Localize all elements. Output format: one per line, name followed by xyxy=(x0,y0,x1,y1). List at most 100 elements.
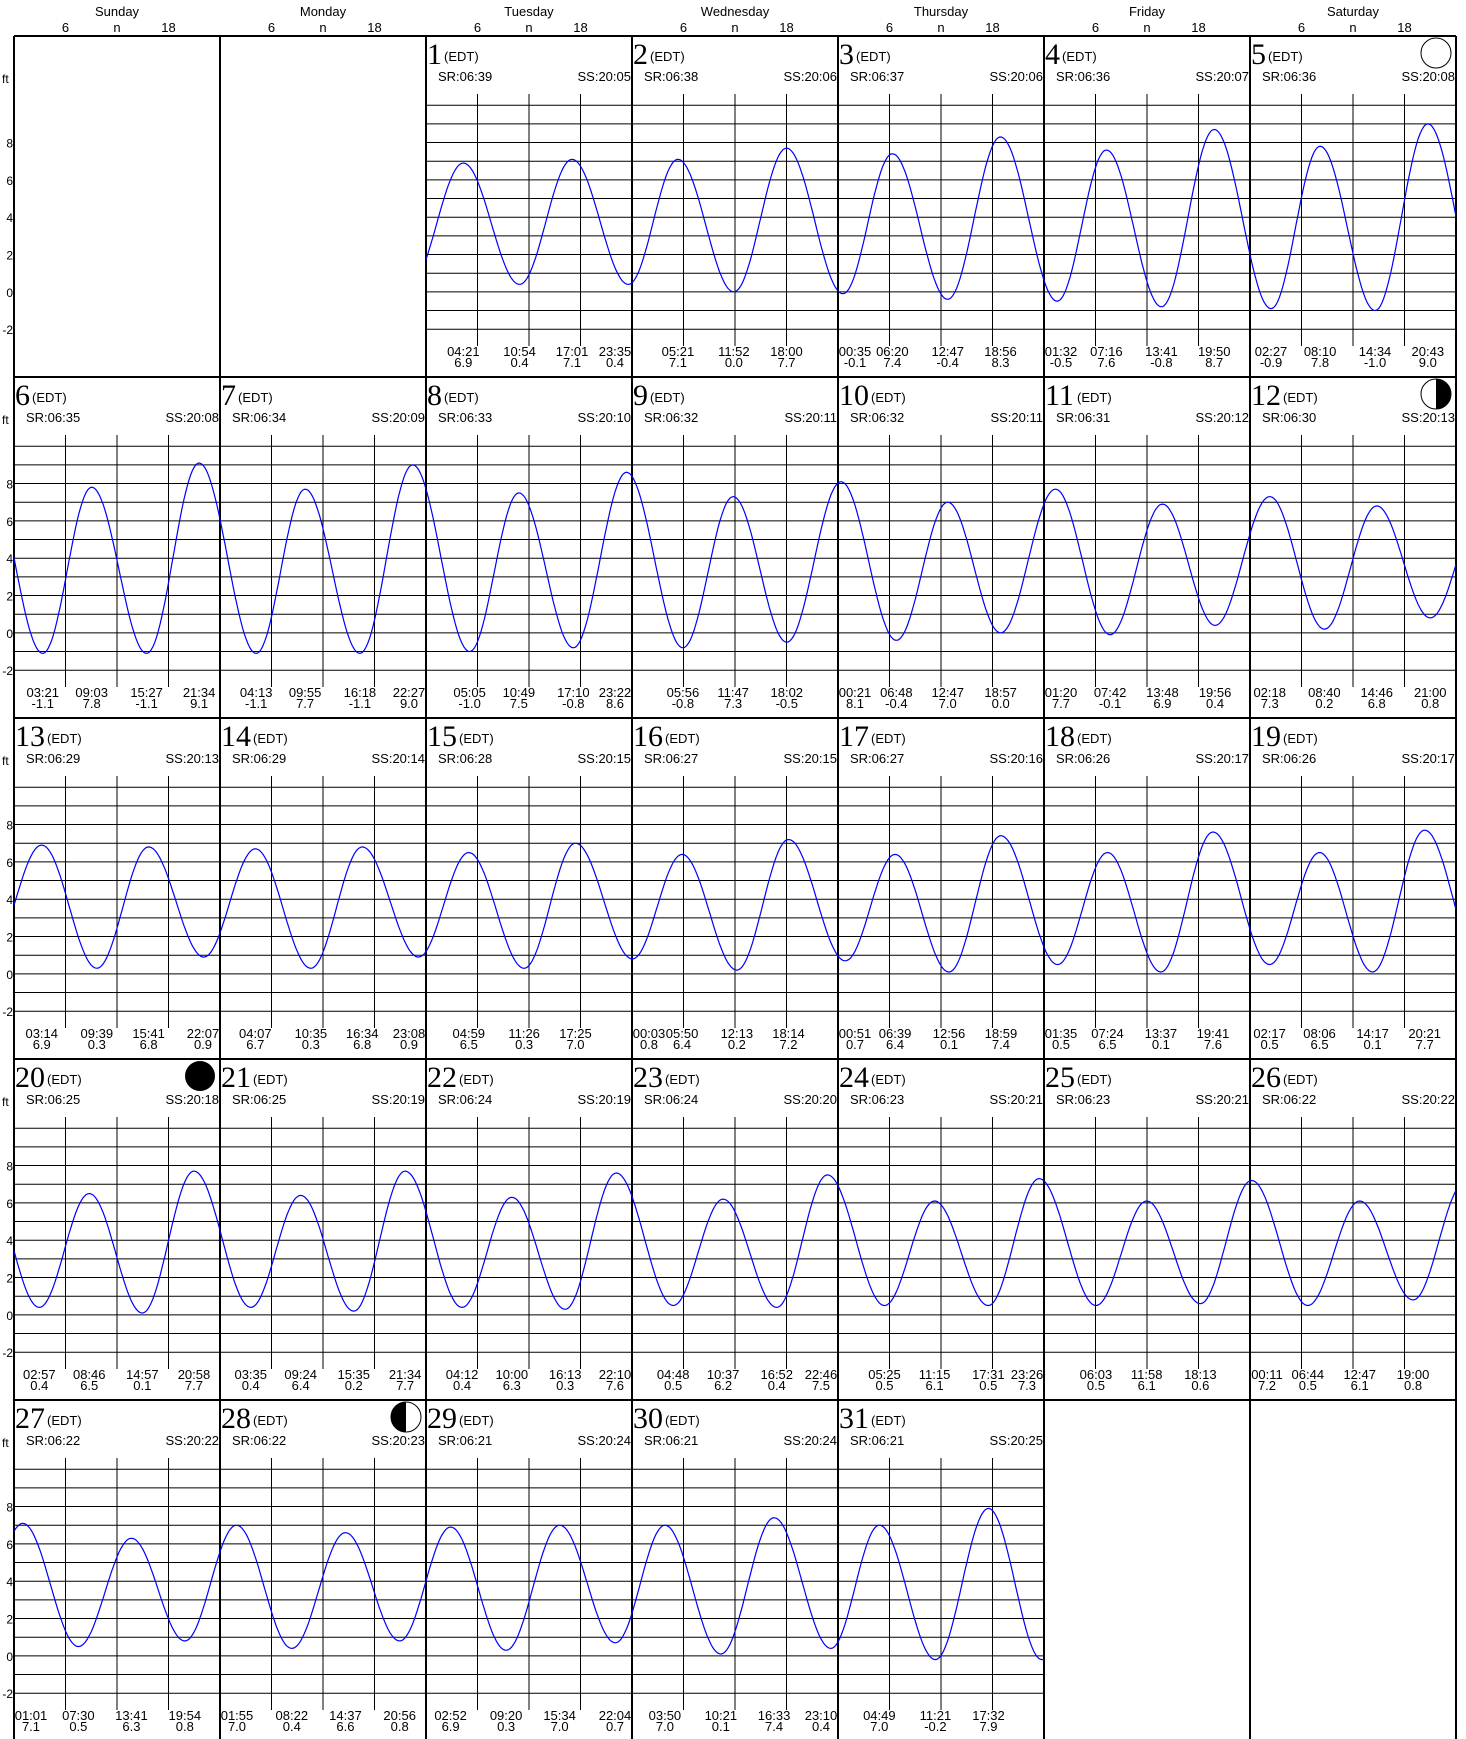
tide-extreme: 14:170.1 xyxy=(1356,1026,1389,1052)
tide-curve xyxy=(219,846,427,969)
timezone-label: (EDT) xyxy=(459,1072,494,1087)
tide-time: 11:21 xyxy=(920,1708,952,1723)
tide-height: 7.0 xyxy=(870,1719,888,1734)
tide-extreme: 10:006.3 xyxy=(496,1367,529,1393)
tide-curve xyxy=(1043,1180,1251,1307)
tide-time: 19:50 xyxy=(1198,344,1231,359)
tide-curve xyxy=(1043,488,1251,636)
tide-time: 00:51 xyxy=(839,1026,872,1041)
tide-time: 10:49 xyxy=(503,685,536,700)
tide-time: 02:18 xyxy=(1253,685,1286,700)
sunset-label: SS:20:06 xyxy=(990,69,1044,84)
tide-height: 6.8 xyxy=(140,1037,158,1052)
tide-extreme: 06:48-0.4 xyxy=(880,685,913,711)
sunrise-label: SR:06:32 xyxy=(644,410,698,425)
tide-height: 7.7 xyxy=(1416,1037,1434,1052)
tide-curve xyxy=(837,835,1045,973)
tide-time: 14:17 xyxy=(1356,1026,1389,1041)
sunrise-label: SR:06:23 xyxy=(1056,1092,1110,1107)
tide-extreme: 06:396.4 xyxy=(879,1026,912,1052)
y-unit-label: ft xyxy=(2,1095,9,1109)
sunset-label: SS:20:21 xyxy=(990,1092,1044,1107)
weekday-header: Tuesday xyxy=(504,4,554,19)
day-cell: 20 (EDT) SR:06:25 SS:20:18 02:570.4 08:466.5 1… xyxy=(13,1061,221,1393)
tide-time: 18:57 xyxy=(984,685,1017,700)
tide-height: 7.8 xyxy=(83,696,101,711)
day-number: 31 xyxy=(839,1402,869,1435)
tide-height: -1.0 xyxy=(1364,355,1386,370)
y-tick-label: 2 xyxy=(6,931,13,945)
tide-extreme: 11:260.3 xyxy=(508,1026,540,1052)
tide-extreme: 17:327.9 xyxy=(972,1708,1005,1734)
timezone-label: (EDT) xyxy=(459,731,494,746)
tide-height: 7.7 xyxy=(185,1378,203,1393)
tide-height: 0.2 xyxy=(345,1378,363,1393)
tide-time: 00:11 xyxy=(1251,1367,1283,1382)
timezone-label: (EDT) xyxy=(444,49,479,64)
sunset-label: SS:20:24 xyxy=(784,1433,838,1448)
timezone-label: (EDT) xyxy=(871,1413,906,1428)
timezone-label: (EDT) xyxy=(47,731,82,746)
tide-height: -1.0 xyxy=(458,696,480,711)
y-tick-label: 2 xyxy=(6,249,13,263)
tide-extreme: 17:10-0.8 xyxy=(557,685,590,711)
tide-extreme: 14:376.6 xyxy=(329,1708,362,1734)
tide-time: 23:08 xyxy=(393,1026,426,1041)
sunrise-label: SR:06:24 xyxy=(644,1092,698,1107)
tide-time: 08:46 xyxy=(73,1367,106,1382)
tide-height: -0.8 xyxy=(562,696,584,711)
tide-height: 7.1 xyxy=(22,1719,40,1734)
tide-time: 19:54 xyxy=(169,1708,202,1723)
tide-curve xyxy=(631,838,839,971)
tide-height: 0.9 xyxy=(194,1037,212,1052)
sunset-label: SS:20:17 xyxy=(1402,751,1456,766)
sunset-label: SS:20:06 xyxy=(784,69,838,84)
tide-height: 0.5 xyxy=(1087,1378,1105,1393)
tide-extreme: 04:13-1.1 xyxy=(240,685,273,711)
tide-height: -0.8 xyxy=(672,696,694,711)
tide-extreme: 01:207.7 xyxy=(1045,685,1078,711)
sunset-label: SS:20:07 xyxy=(1196,69,1250,84)
tide-time: 10:21 xyxy=(705,1708,738,1723)
day-cell: 24 (EDT)SR:06:23 SS:20:2105:250.511:156.11… xyxy=(837,1061,1045,1393)
tide-extreme: 13:41-0.8 xyxy=(1145,344,1178,370)
tide-height: 7.1 xyxy=(563,355,581,370)
tide-curve xyxy=(219,1170,427,1312)
sunrise-label: SR:06:21 xyxy=(850,1433,904,1448)
tide-height: -0.9 xyxy=(1260,355,1282,370)
timezone-label: (EDT) xyxy=(665,1072,700,1087)
y-unit-label: ft xyxy=(2,754,9,768)
timezone-label: (EDT) xyxy=(47,1072,82,1087)
y-tick-label: 8 xyxy=(6,819,13,833)
tide-extreme: 01:017.1 xyxy=(15,1708,48,1734)
tide-height: -0.4 xyxy=(937,355,959,370)
tide-extreme: 02:170.5 xyxy=(1253,1026,1286,1052)
tide-time: 03:35 xyxy=(234,1367,267,1382)
tide-height: 7.3 xyxy=(724,696,742,711)
tide-height: 6.9 xyxy=(1153,696,1171,711)
day-cell: 31 (EDT) SR:06:21 SS:20:25 04:497.0 11:21-0.2… xyxy=(837,1402,1044,1734)
weekday-header: Wednesday xyxy=(701,4,770,19)
tide-time: 05:21 xyxy=(662,344,695,359)
tide-time: 17:01 xyxy=(556,344,589,359)
tide-extreme: 12:477.0 xyxy=(931,685,964,711)
timezone-label: (EDT) xyxy=(1077,731,1112,746)
timezone-label: (EDT) xyxy=(856,49,891,64)
day-cell: 27 (EDT) SR:06:22 SS:20:22 01:017.1 07:300.5 1… xyxy=(13,1402,221,1734)
sunset-label: SS:20:09 xyxy=(372,410,426,425)
tide-time: 12:47 xyxy=(931,344,964,359)
tide-curve xyxy=(13,462,221,655)
tide-height: -1.1 xyxy=(32,696,54,711)
tide-time: 22:10 xyxy=(599,1367,632,1382)
sunset-label: SS:20:17 xyxy=(1196,751,1250,766)
tide-height: -1.1 xyxy=(349,696,371,711)
hour-tick-label: 6 xyxy=(886,20,893,35)
tide-height: -0.4 xyxy=(885,696,907,711)
y-tick-label: 6 xyxy=(6,515,13,529)
tide-time: 20:21 xyxy=(1408,1026,1441,1041)
tide-extreme: 16:130.3 xyxy=(549,1367,582,1393)
day-cell: 19 (EDT) SR:06:26 SS:20:17 02:170.5 08:066.5 1… xyxy=(1249,720,1457,1052)
sunset-label: SS:20:13 xyxy=(166,751,220,766)
tide-height: 7.2 xyxy=(779,1037,797,1052)
tide-time: 05:50 xyxy=(666,1026,699,1041)
